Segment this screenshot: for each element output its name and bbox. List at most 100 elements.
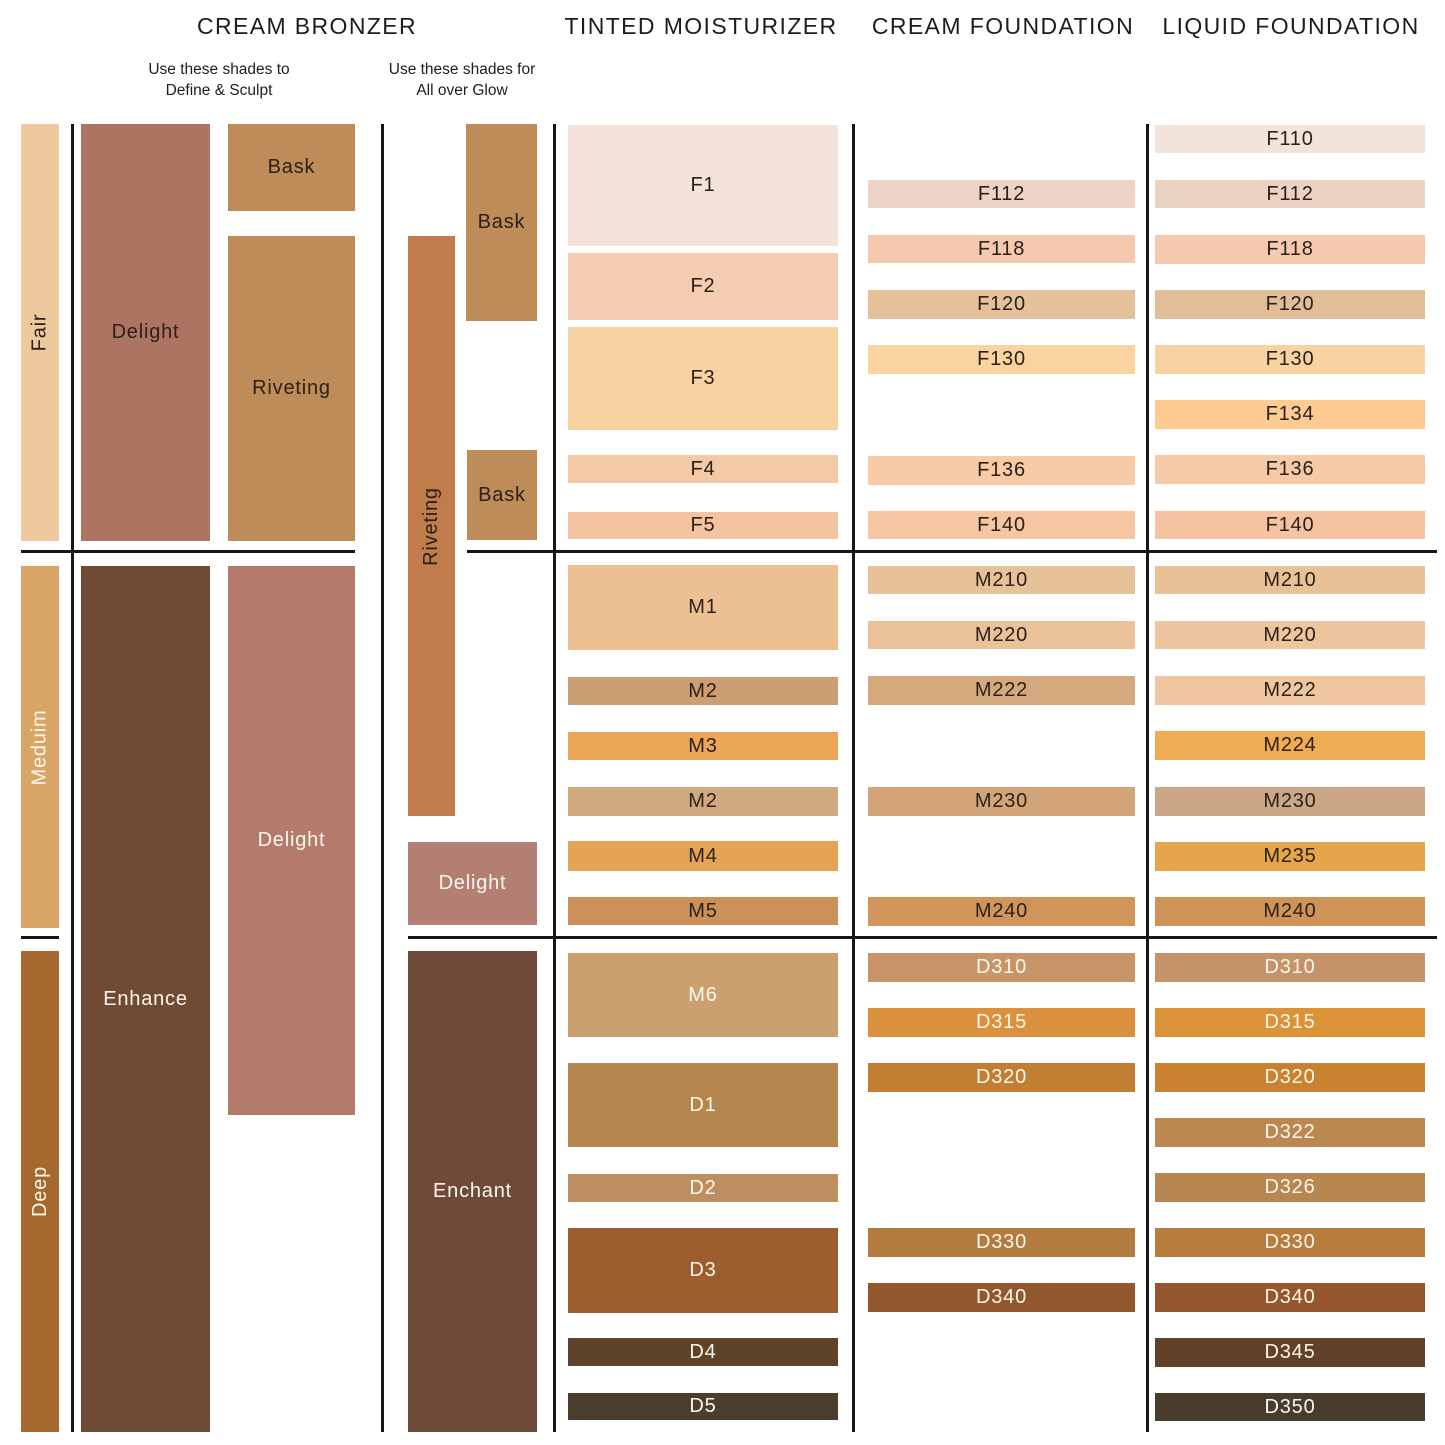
liquid-foundation-swatch-d345: D345 (1155, 1338, 1425, 1367)
cream-foundation-swatch-m230: M230 (868, 787, 1135, 816)
cream-foundation-swatch-m222: M222 (868, 676, 1135, 705)
bronzer-glow-swatch-delight: Delight (408, 842, 537, 925)
swatch-label: Bask (267, 156, 316, 178)
note-line: Define & Sculpt (165, 82, 273, 99)
swatch-label: F3 (690, 367, 716, 389)
tones-swatch-meduim: Meduim (21, 566, 59, 928)
bronzer-glow-swatch-bask: Bask (467, 450, 537, 540)
swatch-label: Enchant (433, 1180, 512, 1202)
bronzer-sculpt-swatch-bask: Bask (228, 124, 355, 211)
liquid-foundation-swatch-d340: D340 (1155, 1283, 1425, 1312)
swatch-label: M230 (974, 790, 1029, 812)
bronzer-glow-swatch-riveting: Riveting (408, 236, 455, 816)
tinted-moisturizer-swatch-m5: M5 (568, 897, 838, 925)
cream-foundation-swatch-f118: F118 (868, 235, 1135, 263)
divider-fair-medium-left (21, 550, 355, 553)
swatch-label: M4 (688, 844, 718, 867)
liquid-foundation-swatch-f140: F140 (1155, 511, 1425, 539)
cream-foundation-swatch-d310: D310 (868, 953, 1135, 982)
swatch-label: M222 (1263, 679, 1317, 701)
note-all-over-glow: Use these shades for All over Glow (389, 59, 535, 101)
tinted-moisturizer-swatch-m1: M1 (568, 565, 838, 650)
swatch-label: F140 (977, 513, 1026, 536)
cream-foundation-swatch-f112: F112 (868, 180, 1135, 208)
cream-foundation-swatch-d330: D330 (868, 1228, 1135, 1257)
swatch-label: M3 (688, 734, 718, 757)
liquid-foundation-swatch-f118: F118 (1155, 235, 1425, 264)
swatch-label: D2 (689, 1176, 717, 1199)
bronzer-sculpt-swatch-enhance: Enhance (81, 566, 210, 1432)
swatch-label: D340 (1264, 1286, 1316, 1308)
liquid-foundation-swatch-m230: M230 (1155, 787, 1425, 816)
swatch-label: F4 (690, 457, 716, 480)
swatch-label: D5 (689, 1395, 717, 1417)
swatch-label: F1 (690, 174, 716, 196)
swatch-label: Bask (477, 211, 526, 233)
swatch-label: D330 (1264, 1231, 1316, 1253)
liquid-foundation-swatch-d310: D310 (1155, 953, 1425, 982)
liquid-foundation-swatch-f110: F110 (1155, 125, 1425, 153)
tinted-moisturizer-swatch-f2: F2 (568, 253, 838, 320)
divider-vertical-tinted-moisturizer (553, 124, 556, 1432)
cream-foundation-swatch-m240: M240 (868, 897, 1135, 926)
swatch-label: Fair (28, 313, 51, 352)
swatch-label: M224 (1263, 734, 1317, 756)
cream-foundation-swatch-d320: D320 (868, 1063, 1135, 1092)
liquid-foundation-swatch-m222: M222 (1155, 676, 1425, 705)
swatch-label: F5 (690, 514, 716, 536)
swatch-label: M235 (1263, 845, 1317, 867)
liquid-foundation-swatch-d326: D326 (1155, 1173, 1425, 1202)
swatch-label: F120 (1265, 293, 1315, 315)
divider-vertical-liquid-foundation (1146, 124, 1149, 1432)
swatch-label: F2 (690, 275, 716, 297)
tinted-moisturizer-swatch-m6: M6 (568, 953, 838, 1037)
column-title-cream-foundation: CREAM FOUNDATION (871, 13, 1135, 39)
divider-medium-deep-left (21, 936, 59, 939)
liquid-foundation-swatch-m235: M235 (1155, 842, 1425, 871)
swatch-label: D315 (1264, 1011, 1316, 1033)
swatch-label: D320 (1264, 1066, 1316, 1088)
cream-foundation-swatch-m210: M210 (868, 566, 1135, 594)
swatch-label: Delight (257, 829, 326, 851)
swatch-label: D322 (1264, 1121, 1316, 1143)
swatch-label: F130 (977, 348, 1026, 370)
liquid-foundation-swatch-m240: M240 (1155, 897, 1425, 926)
column-title-cream-bronzer: CREAM BRONZER (196, 13, 418, 39)
swatch-label: M210 (974, 568, 1029, 591)
swatch-label: F112 (1266, 182, 1314, 205)
cream-foundation-swatch-d315: D315 (868, 1008, 1135, 1037)
tones-swatch-fair: Fair (21, 124, 59, 541)
tinted-moisturizer-swatch-f1: F1 (568, 125, 838, 246)
swatch-label: F118 (1266, 238, 1314, 260)
swatch-label: Riveting (252, 377, 331, 399)
tones-swatch-deep: Deep (21, 951, 59, 1432)
liquid-foundation-swatch-m210: M210 (1155, 566, 1425, 594)
bronzer-sculpt-swatch-riveting: Riveting (228, 236, 355, 541)
swatch-label: Meduim (28, 709, 51, 785)
cream-foundation-swatch-f136: F136 (868, 456, 1135, 485)
tinted-moisturizer-swatch-m2: M2 (568, 787, 838, 816)
divider-medium-deep-right (408, 936, 1437, 939)
tinted-moisturizer-swatch-d4: D4 (568, 1338, 838, 1366)
cream-foundation-swatch-f140: F140 (868, 511, 1135, 539)
liquid-foundation-swatch-d320: D320 (1155, 1063, 1425, 1092)
liquid-foundation-swatch-d322: D322 (1155, 1118, 1425, 1147)
tinted-moisturizer-swatch-d3: D3 (568, 1228, 838, 1313)
bronzer-sculpt-swatch-delight: Delight (81, 124, 210, 541)
divider-vertical-tones (71, 124, 74, 1432)
tinted-moisturizer-swatch-d1: D1 (568, 1063, 838, 1147)
liquid-foundation-swatch-f112: F112 (1155, 180, 1425, 208)
liquid-foundation-swatch-f136: F136 (1155, 455, 1425, 484)
swatch-label: Deep (28, 1165, 51, 1218)
swatch-label: F140 (1265, 513, 1315, 536)
note-line: Use these shades for (388, 61, 536, 78)
divider-fair-medium-right (467, 550, 1437, 553)
liquid-foundation-swatch-f134: F134 (1155, 400, 1425, 429)
cream-foundation-swatch-m220: M220 (868, 621, 1135, 649)
swatch-label: D315 (975, 1011, 1027, 1033)
swatch-label: F134 (1265, 403, 1315, 425)
liquid-foundation-swatch-m220: M220 (1155, 621, 1425, 649)
swatch-label: M1 (688, 596, 718, 618)
tinted-moisturizer-swatch-m3: M3 (568, 732, 838, 760)
swatch-label: M220 (974, 623, 1029, 646)
